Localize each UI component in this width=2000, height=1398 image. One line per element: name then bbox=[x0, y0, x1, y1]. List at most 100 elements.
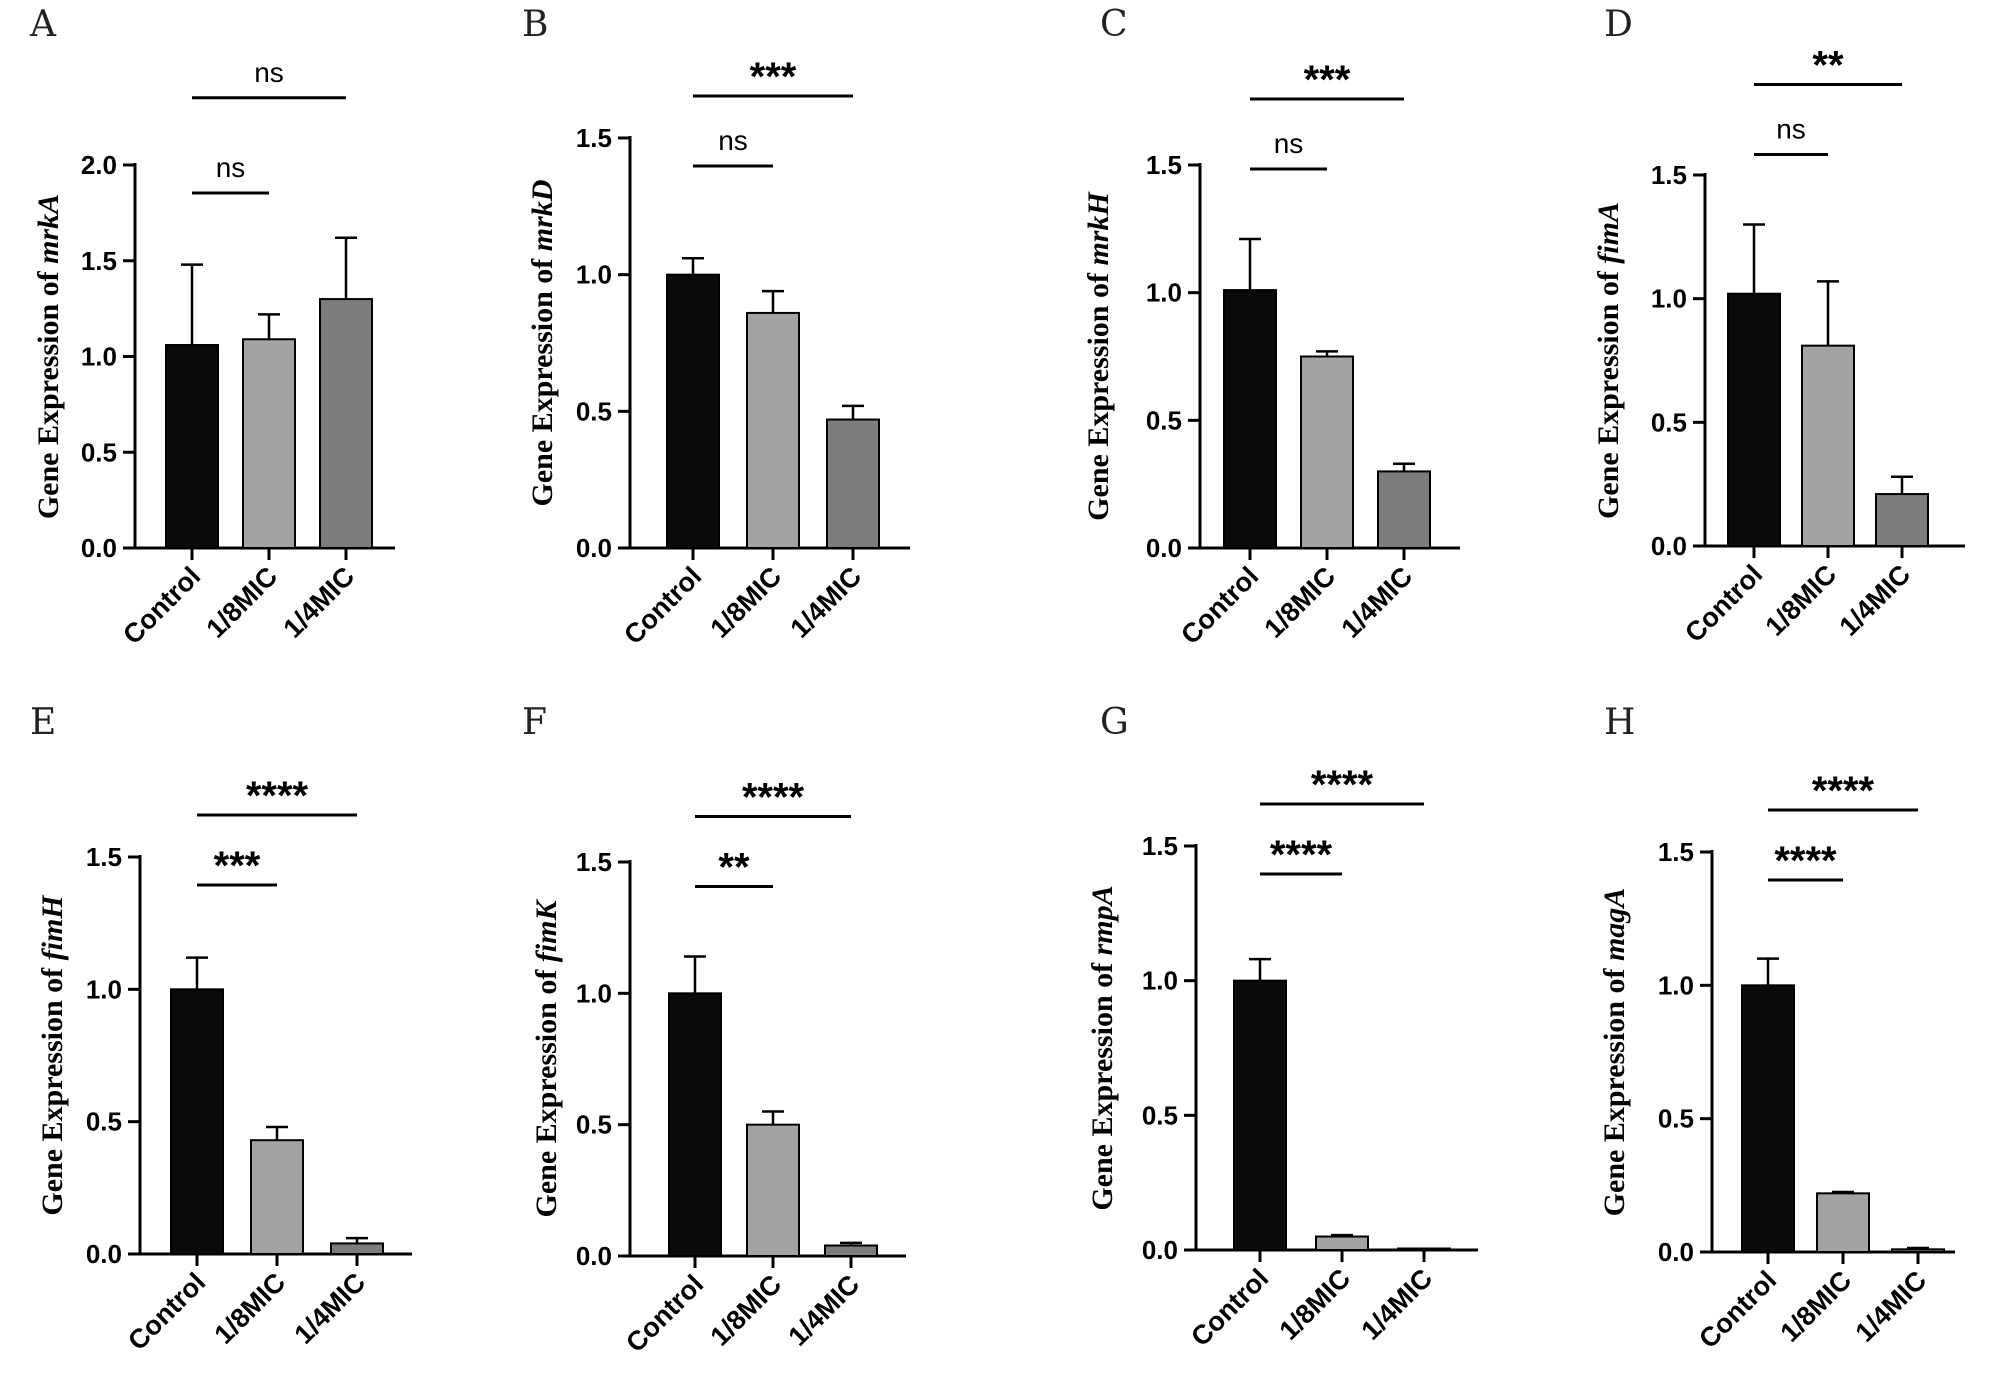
y-tick-label: 2.0 bbox=[81, 150, 117, 180]
bar-control bbox=[666, 273, 720, 549]
bar-1-4mic bbox=[330, 1242, 384, 1255]
y-axis-label: Gene Expression of mrkA bbox=[32, 194, 65, 519]
chart-panel-d: D Gene Expression of fimA 0.0 0.5 1.0 1.5 Cont… bbox=[1592, 4, 1965, 648]
bar-1-8mic bbox=[746, 1123, 800, 1257]
x-category-label: Control bbox=[1693, 1265, 1782, 1354]
x-category-label: 1/8MIC bbox=[1258, 561, 1341, 644]
bar-1-8mic bbox=[242, 338, 296, 550]
chart-panel-a: A Gene Expression of mrkA 0.0 0.5 1.0 1.5 2.0 C… bbox=[29, 4, 395, 650]
y-axis-label-prefix: Gene Expression of bbox=[526, 251, 559, 506]
y-tick-label: 0.0 bbox=[576, 1241, 612, 1271]
x-category-label: Control bbox=[117, 561, 206, 650]
x-category-label: 1/4MIC bbox=[1849, 1265, 1932, 1348]
significance-label: *** bbox=[1304, 58, 1351, 102]
panel-letter: D bbox=[1604, 4, 1633, 45]
panel-letter: A bbox=[29, 4, 57, 45]
bar-control bbox=[668, 992, 722, 1257]
significance-label: ns bbox=[718, 125, 748, 156]
x-category-label: 1/4MIC bbox=[1355, 1263, 1438, 1346]
y-tick-label: 1.0 bbox=[81, 342, 117, 372]
bar-1-8mic bbox=[746, 311, 800, 549]
y-tick-label: 1.0 bbox=[1142, 966, 1178, 996]
bar-1-4mic bbox=[826, 418, 880, 549]
significance-label: **** bbox=[742, 776, 805, 820]
x-category-label: Control bbox=[618, 561, 707, 650]
significance-label: **** bbox=[1311, 763, 1374, 807]
bar-1-4mic bbox=[824, 1244, 878, 1257]
y-tick-label: 1.0 bbox=[1651, 284, 1687, 314]
chart-panel-h: H Gene Expression of magA 0.0 0.5 1.0 1.5 Cont… bbox=[1598, 702, 1955, 1354]
significance-label: ns bbox=[1776, 113, 1806, 144]
y-tick-label: 1.5 bbox=[1658, 837, 1694, 867]
y-axis-label: Gene Expression of fimK bbox=[530, 899, 563, 1218]
y-axis-label-prefix: Gene Expression of bbox=[1082, 266, 1115, 521]
x-category-label: Control bbox=[620, 1269, 709, 1358]
panel-letter: C bbox=[1100, 4, 1128, 45]
bar-control bbox=[165, 344, 219, 550]
y-tick-label: 0.0 bbox=[1142, 1235, 1178, 1265]
panel-letter: E bbox=[30, 702, 56, 743]
chart-panel-e: E Gene Expression of fimH 0.0 0.5 1.0 1.5 Cont… bbox=[30, 702, 412, 1356]
significance-label: ns bbox=[216, 152, 246, 183]
panel-letter: B bbox=[522, 4, 548, 45]
y-axis-label-prefix: Gene Expression of bbox=[1592, 264, 1625, 519]
x-category-label: 1/4MIC bbox=[782, 1269, 865, 1352]
panel-letter: H bbox=[1604, 702, 1635, 743]
y-axis-label: Gene Expression of mrkH bbox=[1082, 191, 1115, 521]
x-category-label: Control bbox=[1185, 1263, 1274, 1352]
x-category-label: 1/4MIC bbox=[1833, 559, 1916, 642]
y-tick-label: 0.0 bbox=[1658, 1237, 1694, 1267]
y-tick-label: 0.5 bbox=[81, 437, 117, 467]
y-tick-label: 1.5 bbox=[1651, 160, 1687, 190]
y-tick-label: 0.5 bbox=[1651, 407, 1687, 437]
chart-panel-b: B Gene Expression of mrkD 0.0 0.5 1.0 1.5 Cont… bbox=[522, 4, 910, 650]
y-axis-label: Gene Expression of rmpA bbox=[1086, 885, 1119, 1210]
y-axis-label-prefix: Gene Expression of bbox=[530, 962, 563, 1217]
x-category-label: 1/8MIC bbox=[704, 561, 787, 644]
x-category-label: 1/8MIC bbox=[208, 1267, 291, 1350]
y-tick-label: 1.5 bbox=[576, 123, 612, 153]
x-category-label: 1/8MIC bbox=[1774, 1265, 1857, 1348]
bar-control bbox=[1233, 979, 1287, 1252]
y-tick-label: 1.5 bbox=[86, 842, 122, 872]
y-axis-label: Gene Expression of magA bbox=[1598, 888, 1631, 1217]
bar-1-4mic bbox=[1891, 1248, 1945, 1254]
y-tick-label: 1.5 bbox=[576, 847, 612, 877]
y-tick-label: 0.0 bbox=[81, 533, 117, 563]
bar-control bbox=[170, 988, 224, 1255]
significance-label: ns bbox=[1274, 128, 1304, 159]
y-axis-label-prefix: Gene Expression of bbox=[32, 264, 65, 519]
x-category-label: 1/8MIC bbox=[704, 1269, 787, 1352]
x-category-label: 1/8MIC bbox=[200, 561, 283, 644]
y-tick-label: 1.0 bbox=[86, 974, 122, 1004]
y-axis-label-gene: mrkH bbox=[1082, 191, 1115, 266]
chart-panel-c: C Gene Expression of mrkH 0.0 0.5 1.0 1.5 Cont… bbox=[1082, 4, 1460, 650]
significance-label: ** bbox=[718, 846, 750, 890]
bar-1-8mic bbox=[1816, 1192, 1870, 1254]
y-axis-label-prefix: Gene Expression of bbox=[36, 960, 69, 1215]
y-tick-label: 0.5 bbox=[576, 1110, 612, 1140]
y-tick-label: 1.0 bbox=[576, 260, 612, 290]
chart-panel-f: F Gene Expression of fimK 0.0 0.5 1.0 1.5 Cont… bbox=[522, 702, 906, 1358]
y-tick-label: 0.5 bbox=[86, 1107, 122, 1137]
significance-label: **** bbox=[1774, 839, 1837, 883]
x-category-label: Control bbox=[1679, 559, 1768, 648]
y-tick-label: 1.5 bbox=[81, 246, 117, 276]
y-axis-label: Gene Expression of fimA bbox=[1592, 202, 1625, 519]
y-axis-label-gene: fimK bbox=[530, 899, 563, 963]
x-category-label: 1/8MIC bbox=[1273, 1263, 1356, 1346]
x-category-label: 1/8MIC bbox=[1759, 559, 1842, 642]
y-tick-label: 1.5 bbox=[1146, 150, 1182, 180]
y-axis-label: Gene Expression of fimH bbox=[36, 894, 69, 1216]
y-tick-label: 0.0 bbox=[576, 533, 612, 563]
x-category-label: 1/4MIC bbox=[277, 561, 360, 644]
panel-letter: F bbox=[522, 702, 547, 743]
y-axis-label: Gene Expression of mrkD bbox=[526, 180, 559, 507]
x-category-label: Control bbox=[1175, 561, 1264, 650]
significance-label: **** bbox=[1812, 769, 1875, 813]
bar-control bbox=[1727, 292, 1781, 547]
bar-1-8mic bbox=[1300, 355, 1354, 549]
y-axis-label-gene: rmpA bbox=[1086, 885, 1119, 955]
significance-label: ** bbox=[1812, 43, 1844, 87]
y-axis-label-gene: mrkD bbox=[526, 180, 559, 252]
